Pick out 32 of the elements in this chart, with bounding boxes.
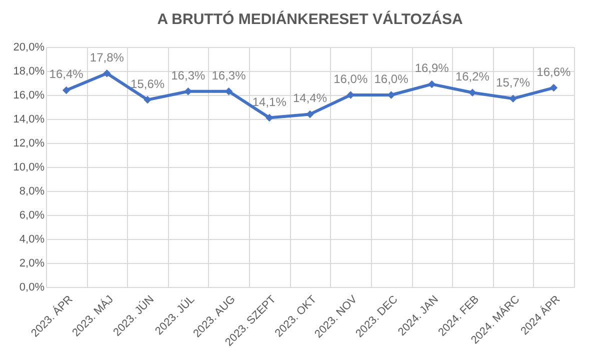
y-tick-label: 2,0% (19, 258, 45, 270)
y-tick-label: 6,0% (19, 210, 45, 222)
data-label: 16,6% (536, 64, 572, 79)
y-tick-label: 0,0% (19, 282, 45, 294)
point (509, 94, 517, 102)
point (62, 86, 70, 94)
data-label: 15,6% (130, 76, 165, 91)
point (144, 96, 152, 104)
data-label: 16,9% (414, 61, 450, 76)
point (103, 70, 111, 78)
data-label: 16,3% (171, 68, 206, 82)
y-tick-label: 18,0% (13, 66, 45, 78)
point (550, 84, 558, 92)
data-label: 16,0% (374, 72, 409, 86)
y-tick-label: 12,0% (13, 138, 45, 150)
data-label: 16,0% (334, 72, 368, 86)
data-label: 16,4% (49, 67, 84, 82)
data-label: 14,1% (252, 94, 287, 109)
point (428, 80, 436, 88)
y-tick-label: 14,0% (13, 114, 45, 126)
data-label: 17,8% (90, 50, 124, 64)
y-tick-label: 8,0% (19, 186, 45, 198)
chart-title: A BRUTTÓ MEDIÁNKERESET VÁLTOZÁSA (157, 10, 463, 28)
y-tick-label: 16,0% (13, 90, 45, 102)
data-label: 16,3% (212, 68, 246, 82)
y-tick-label: 10,0% (13, 162, 45, 174)
data-label: 16,2% (455, 70, 490, 84)
y-tick-label: 20,0% (13, 42, 45, 54)
y-tick-label: 4,0% (19, 234, 45, 246)
data-label: 14,4% (292, 91, 328, 106)
point (468, 88, 476, 96)
data-label: 15,7% (496, 76, 530, 90)
